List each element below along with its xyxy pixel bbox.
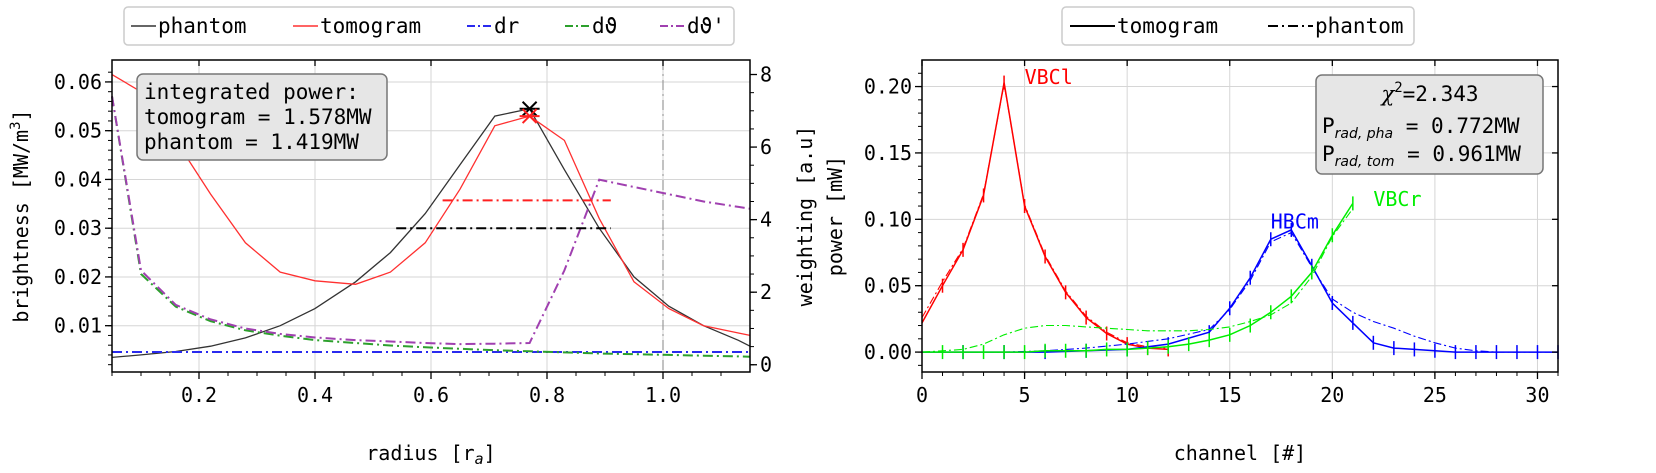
camera-label: VBCr xyxy=(1373,187,1421,211)
x-tick-label: 30 xyxy=(1525,383,1549,407)
camera-label: HBCm xyxy=(1271,210,1319,234)
channel-series-4 xyxy=(922,202,1354,353)
channel-series-5 xyxy=(921,208,1354,353)
y2-tick-label: 4 xyxy=(760,208,772,232)
legend-label: dϑ' xyxy=(687,14,725,38)
y2-tick-label: 2 xyxy=(760,280,772,304)
y-tick-label: 0.00 xyxy=(864,340,912,364)
channel-series-2 xyxy=(922,228,1558,353)
peak-marker-1 xyxy=(519,108,540,124)
series-line-3 xyxy=(111,96,751,358)
channel-series-1 xyxy=(921,83,1169,349)
chi-sup: 2 xyxy=(1394,80,1402,96)
y-tick-label: 0.10 xyxy=(864,207,912,231)
y-label-end: ] xyxy=(9,109,33,121)
y-tick-label: 0.02 xyxy=(54,265,102,289)
y-label-main: brightness [MW/m xyxy=(9,130,33,323)
y-tick-label: 0.05 xyxy=(864,274,912,298)
legend-label: phantom xyxy=(158,14,247,38)
peak-marker-0 xyxy=(519,101,540,117)
integrated-power-box: integrated power:tomogram = 1.578MWphant… xyxy=(136,73,388,161)
x-tick-label: 0.6 xyxy=(413,383,449,407)
series-line-4 xyxy=(111,96,751,346)
annotation-line: tomogram = 1.578MW xyxy=(144,105,372,129)
prad-value: = 0.961MW xyxy=(1394,142,1521,166)
y2-tick-label: 0 xyxy=(760,353,772,377)
chi-value: =2.343 xyxy=(1403,82,1479,106)
prad-line: Prad, pha = 0.772MW xyxy=(1322,114,1520,142)
x-axis-label-main: radius [r xyxy=(366,441,474,465)
x-axis-label-sub: a xyxy=(475,450,484,468)
y2-tick-label: 8 xyxy=(760,63,772,87)
x-tick-label: 1.0 xyxy=(645,383,681,407)
x-axis-label: radius [ra] xyxy=(366,441,495,468)
x-axis-label: channel [#] xyxy=(1174,441,1306,465)
annotation-box-bg xyxy=(1315,74,1544,175)
x-tick-label: 10 xyxy=(1115,383,1139,407)
y-axis-label-right: weighting [a.u] xyxy=(793,126,817,307)
chi-square-line: χ2=2.343 xyxy=(1379,80,1478,106)
y-axis-label-left: brightness [MW/m3] xyxy=(8,109,33,322)
annotation-line: phantom = 1.419MW xyxy=(144,130,359,154)
prad-main: P xyxy=(1322,114,1335,138)
prad-line: Prad, tom = 0.961MW xyxy=(1322,142,1521,170)
x-tick-label: 15 xyxy=(1218,383,1242,407)
x-tick-label: 0 xyxy=(916,383,928,407)
legend-label: tomogram xyxy=(320,14,421,38)
legend-box xyxy=(123,6,735,46)
y-tick-label: 0.06 xyxy=(54,70,102,94)
prad-value: = 0.772MW xyxy=(1393,114,1520,138)
prad-main: P xyxy=(1322,142,1335,166)
chi-symbol: χ xyxy=(1379,82,1395,106)
y-axis-label: power [mW] xyxy=(823,156,847,276)
legend: tomogram phantom xyxy=(1061,6,1415,46)
channel-power-plot: 0 5 10 15 20 25 30 0.00 0.05 0.10 0.15 0.20 channel … xyxy=(823,6,1559,465)
legend-label: dr xyxy=(494,14,519,38)
legend-label: dϑ xyxy=(592,14,617,38)
y2-tick-label: 6 xyxy=(760,135,772,159)
annotation-line: integrated power: xyxy=(144,80,359,104)
y-tick-label: 0.01 xyxy=(54,314,102,338)
legend: phantom tomogram dr dϑ dϑ' xyxy=(123,6,735,46)
y-tick-label: 0.20 xyxy=(864,75,912,99)
x-tick-label: 0.2 xyxy=(181,383,217,407)
y-tick-label: 0.03 xyxy=(54,216,102,240)
y-tick-label: 0.15 xyxy=(864,141,912,165)
y-tick-label: 0.05 xyxy=(54,119,102,143)
series-line-1 xyxy=(111,74,751,337)
legend-label: phantom xyxy=(1315,14,1404,38)
prad-sub: rad, pha xyxy=(1335,126,1393,142)
prad-sub: rad, tom xyxy=(1335,154,1395,170)
y-label-sup: 3 xyxy=(8,121,24,129)
series-line-0 xyxy=(111,108,751,359)
annotation-box-bg xyxy=(136,73,388,161)
x-tick-label: 25 xyxy=(1423,383,1447,407)
channel-series-0 xyxy=(921,82,1169,351)
x-tick-label: 0.8 xyxy=(529,383,565,407)
x-tick-label: 20 xyxy=(1320,383,1344,407)
legend-box xyxy=(1061,6,1415,46)
legend-label: tomogram xyxy=(1117,14,1218,38)
brightness-profile-plot: 0.2 0.4 0.6 0.8 1.0 0.01 0.02 0.03 0.04 0.05 0.06 0… xyxy=(8,6,817,468)
x-axis-label-end: ] xyxy=(484,441,496,465)
x-tick-label: 0.4 xyxy=(297,383,333,407)
camera-label: VBCl xyxy=(1025,65,1073,89)
y-tick-label: 0.04 xyxy=(54,167,102,191)
x-tick-label: 5 xyxy=(1019,383,1031,407)
plot-frame xyxy=(921,59,1559,373)
